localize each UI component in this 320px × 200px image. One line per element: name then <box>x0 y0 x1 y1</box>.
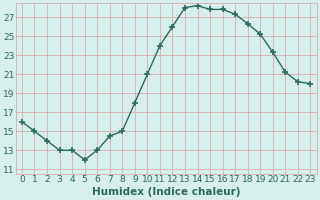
X-axis label: Humidex (Indice chaleur): Humidex (Indice chaleur) <box>92 187 240 197</box>
